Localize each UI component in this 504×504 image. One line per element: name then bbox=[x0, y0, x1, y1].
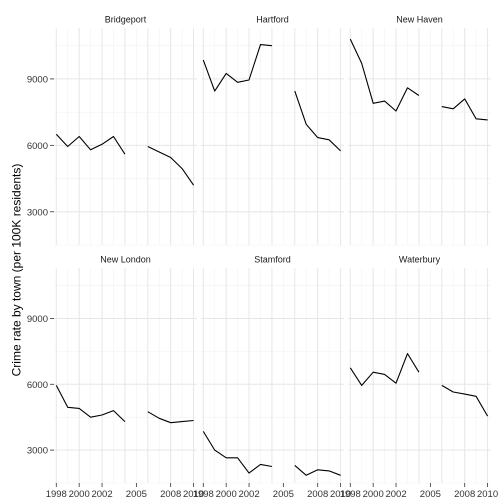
series-line bbox=[294, 464, 341, 476]
x-tick-label: 2008 bbox=[307, 489, 328, 500]
series-line bbox=[202, 431, 272, 474]
series-line bbox=[55, 385, 126, 422]
y-tick-label: 6000 bbox=[27, 141, 48, 152]
x-tick-label: 2010 bbox=[330, 489, 351, 500]
series-line bbox=[294, 90, 341, 152]
facet-strip bbox=[201, 249, 344, 268]
panel-background bbox=[201, 28, 344, 245]
y-tick-label: 3000 bbox=[27, 207, 48, 218]
facet-panel: New London 3000 6000 9000 1998 2000 2002 2005 20… bbox=[27, 249, 204, 500]
x-tick-label: 1998 bbox=[340, 489, 361, 500]
facet-label: Waterbury bbox=[399, 255, 441, 265]
facet-panel: Hartford bbox=[201, 9, 344, 246]
facet-strip bbox=[54, 9, 197, 28]
series-line bbox=[202, 44, 272, 92]
x-tick-label: 2005 bbox=[273, 489, 294, 500]
panel-background bbox=[201, 268, 344, 483]
x-tick-label: 2005 bbox=[126, 489, 147, 500]
y-tick-label: 9000 bbox=[27, 74, 48, 85]
x-tick-label: 2005 bbox=[420, 489, 441, 500]
facet-strip bbox=[348, 249, 491, 268]
facet-strip bbox=[54, 249, 197, 268]
facet-panel: Stamford 1998 2000 2002 2005 2008 2010 bbox=[193, 249, 351, 500]
x-tick-label: 2000 bbox=[363, 489, 384, 500]
x-tick-label: 2000 bbox=[69, 489, 90, 500]
series-line bbox=[441, 98, 488, 121]
facet-panels: Bridgeport 3000 6000 9000 Hartford New Haven N… bbox=[27, 9, 498, 500]
y-axis-title: Crime rate by town (per 100K residents) bbox=[10, 164, 24, 377]
series-line bbox=[147, 146, 195, 186]
panel-background bbox=[54, 268, 197, 483]
series-line bbox=[349, 353, 420, 386]
series-line bbox=[349, 38, 420, 112]
y-tick-label: 3000 bbox=[27, 446, 48, 457]
facet-panel: New Haven bbox=[348, 9, 491, 246]
facet-label: Stamford bbox=[254, 255, 291, 265]
x-tick-label: 2010 bbox=[183, 489, 204, 500]
panel-background bbox=[348, 28, 491, 245]
x-tick-label: 2008 bbox=[454, 489, 475, 500]
x-tick-label: 2008 bbox=[160, 489, 181, 500]
x-tick-label: 1998 bbox=[46, 489, 67, 500]
facet-strip bbox=[201, 9, 344, 28]
x-tick-label: 2002 bbox=[238, 489, 259, 500]
facet-label: Bridgeport bbox=[105, 15, 147, 25]
facet-strip bbox=[348, 9, 491, 28]
panel-background bbox=[54, 28, 197, 245]
y-tick-label: 9000 bbox=[27, 314, 48, 325]
x-tick-label: 2002 bbox=[385, 489, 406, 500]
x-tick-label: 1998 bbox=[193, 489, 214, 500]
facet-label: New Haven bbox=[396, 15, 443, 25]
facet-label: New London bbox=[100, 255, 151, 265]
series-line bbox=[55, 133, 126, 155]
facet-panel: Waterbury 1998 2000 2002 2005 2008 2010 bbox=[340, 249, 498, 500]
series-line bbox=[441, 384, 489, 417]
facet-label: Hartford bbox=[256, 15, 289, 25]
panel-background bbox=[348, 268, 491, 483]
x-tick-label: 2000 bbox=[216, 489, 237, 500]
x-tick-label: 2002 bbox=[91, 489, 112, 500]
facet-panel: Bridgeport 3000 6000 9000 bbox=[27, 9, 197, 246]
y-tick-label: 6000 bbox=[27, 380, 48, 391]
x-tick-label: 2010 bbox=[477, 489, 498, 500]
series-line bbox=[147, 411, 194, 424]
